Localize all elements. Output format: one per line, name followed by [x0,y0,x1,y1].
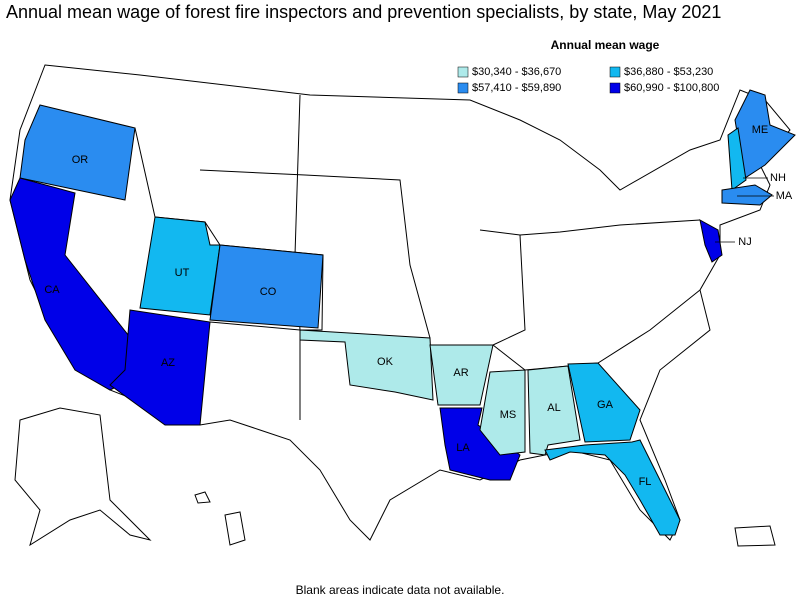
state-label: GA [597,399,614,411]
legend-label: $30,340 - $36,670 [472,66,561,78]
alaska [14,407,152,547]
state-label: MA [776,190,793,202]
state-label: OK [377,356,394,368]
legend-swatch [457,66,469,78]
state [479,369,526,456]
state [19,104,136,201]
state [9,177,141,391]
state-border [479,219,701,236]
legend-label: $36,880 - $53,230 [624,66,713,78]
state-label: FL [639,476,652,488]
hawaii [194,491,211,504]
state-label: MS [500,409,517,421]
hawaii [224,511,246,546]
legend-swatch [609,82,621,94]
state-label: ME [752,124,769,136]
state-border [492,234,526,346]
state-label: AL [547,402,560,414]
legend-swatch [457,82,469,94]
state [567,362,641,443]
state [721,184,773,206]
states: OR CA AZ UT CO OK AR LA MS AL GA FL ME NH MA NJ [9,89,796,536]
legend-label: $60,990 - $100,800 [624,82,719,94]
state-label: CO [260,286,277,298]
state-label: NJ [738,236,751,248]
legend: $30,340 - $36,670 $36,880 - $53,230 $57,41… [457,66,719,94]
state-label: UT [175,267,190,279]
state [109,309,211,426]
legend-swatch [609,66,621,78]
state-label: NH [770,172,786,184]
legend-label: $57,410 - $59,890 [472,82,561,94]
map-title: Annual mean wage of forest fire inspecto… [6,2,721,22]
state [727,127,747,191]
state-border [199,169,431,339]
puerto-rico [734,525,776,547]
state [544,439,681,536]
legend-title: Annual mean wage [551,38,660,52]
state [209,244,324,329]
footnote: Blank areas indicate data not available. [296,583,505,597]
state [429,344,494,406]
state-label: AR [453,367,468,379]
state-label: CA [44,284,60,296]
state-label: LA [456,442,470,454]
state-label: OR [72,154,89,166]
state-label: AZ [161,357,175,369]
state-border [209,321,301,331]
state [699,219,723,263]
state [439,407,521,481]
